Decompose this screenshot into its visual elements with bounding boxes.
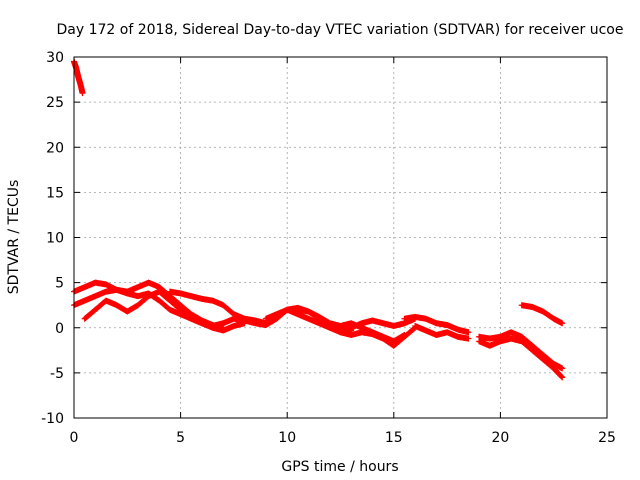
data-point — [558, 373, 565, 380]
x-tick-label: 10 — [278, 430, 296, 446]
data-point — [559, 374, 566, 381]
y-tick-label: -10 — [41, 411, 64, 427]
x-tick-label: 15 — [385, 430, 403, 446]
data-point — [79, 90, 86, 97]
data-points — [71, 58, 566, 381]
y-tick-label: 5 — [55, 276, 64, 292]
chart-title: Day 172 of 2018, Sidereal Day-to-day VTE… — [57, 22, 624, 38]
y-tick-label: 20 — [46, 140, 64, 156]
axis-ticks: 0 5 10 15 20 25 -10 -5 0 5 10 15 20 25 30 — [41, 50, 616, 446]
y-axis-label: SDTVAR / TECUs — [6, 180, 22, 295]
y-tick-label: 0 — [55, 321, 64, 337]
y-tick-label: 10 — [46, 231, 64, 247]
data-point — [559, 320, 566, 327]
data-point — [465, 329, 472, 336]
data-point — [559, 365, 566, 372]
grid — [74, 57, 607, 418]
data-point — [465, 335, 472, 342]
x-tick-label: 5 — [176, 430, 185, 446]
x-tick-label: 25 — [598, 430, 616, 446]
y-tick-label: 30 — [46, 50, 64, 66]
x-axis-label: GPS time / hours — [281, 459, 398, 475]
y-tick-label: -5 — [50, 366, 64, 382]
plot-frame — [73, 56, 608, 419]
y-tick-label: 25 — [46, 95, 64, 111]
x-tick-label: 0 — [70, 430, 79, 446]
y-tick-label: 15 — [46, 185, 64, 201]
x-tick-label: 20 — [491, 430, 509, 446]
